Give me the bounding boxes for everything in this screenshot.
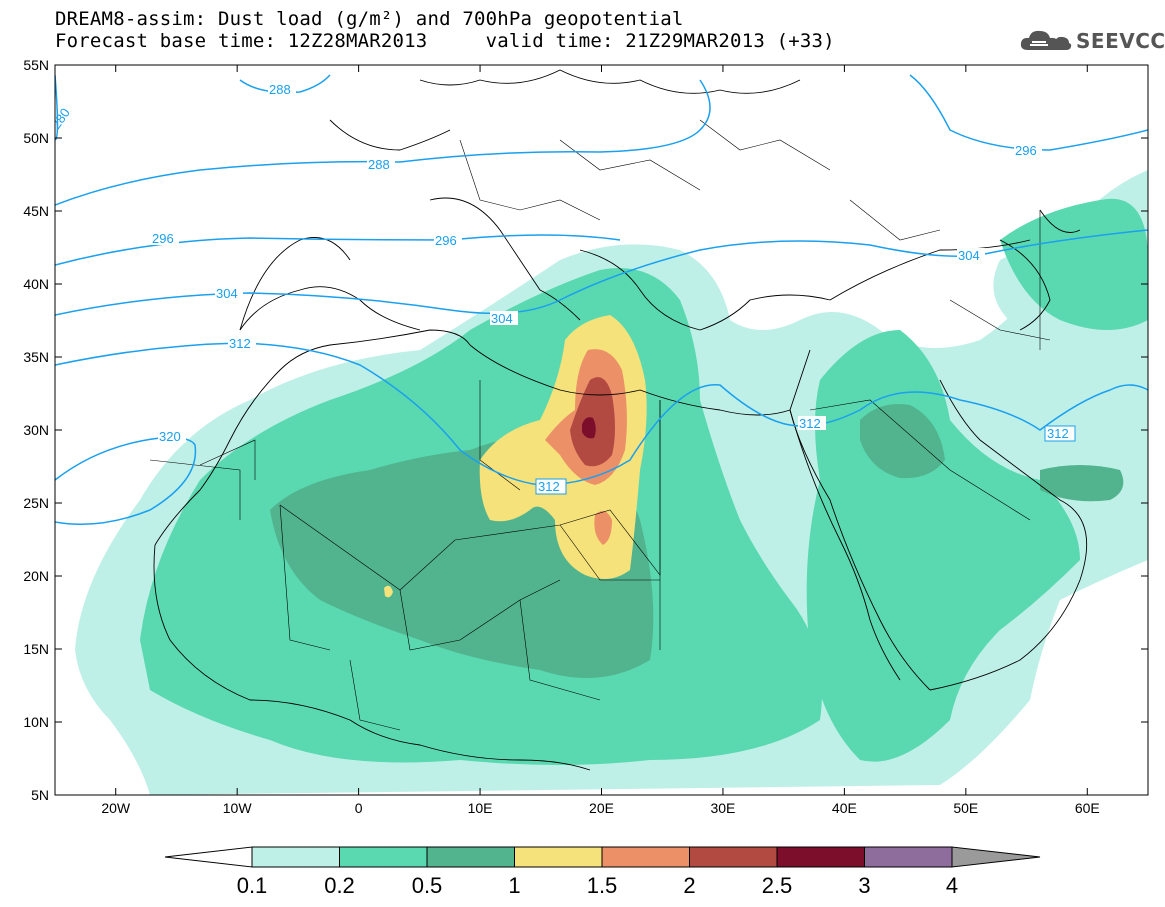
contour-label: 288 [269, 82, 291, 97]
lat-tick-label: 55N [23, 57, 49, 73]
cloud-icon [1020, 30, 1072, 50]
contour-320 [55, 436, 197, 526]
contour-label: 312 [538, 479, 560, 494]
country-borders [149, 119, 1051, 731]
contour-label: 312 [799, 416, 821, 431]
lon-tick-label: 20W [101, 800, 131, 816]
lat-tick-label: 45N [23, 203, 49, 219]
lat-tick-label: 35N [23, 349, 49, 365]
colorbar-segment [601, 846, 690, 868]
lat-tick-label: 40N [23, 276, 49, 292]
logo-text: SEEVCCC [1076, 29, 1165, 53]
contour-296-west [55, 234, 621, 266]
lon-tick-label: 10W [223, 800, 253, 816]
lat-tick-label: 25N [23, 495, 49, 511]
lat-tick-label: 20N [23, 568, 49, 584]
contour-labels: 288 288 280 296 296 296 304 304 304 312 … [55, 82, 1076, 495]
colorbar-label: 0.5 [412, 873, 443, 898]
contour-label: 296 [152, 231, 174, 246]
colorbar-label: 0.2 [324, 873, 355, 898]
lon-tick-label: 0 [355, 800, 363, 816]
colorbar-low-arrow [164, 846, 253, 868]
colorbar-segment [514, 846, 603, 868]
colorbar-segment [339, 846, 428, 868]
dust-shading-2-5 [582, 417, 596, 439]
lon-tick-label: 20E [589, 800, 614, 816]
colorbar-label: 2.5 [762, 873, 793, 898]
contour-label: 304 [958, 248, 980, 263]
lon-tick-label: 50E [953, 800, 978, 816]
lat-tick-label: 50N [23, 130, 49, 146]
colorbar-high-arrow [951, 846, 1041, 868]
chart-title: DREAM8-assim: Dust load (g/m²) and 700hP… [55, 8, 684, 30]
colorbar-segment [864, 846, 953, 868]
lon-tick-label: 40E [832, 800, 857, 816]
colorbar-label: 1.5 [587, 873, 618, 898]
colorbar: 0.1 0.2 0.5 1 1.5 2 2.5 3 4 [164, 846, 1041, 898]
contour-296-east [909, 74, 1148, 151]
chart-subtitle: Forecast base time: 12Z28MAR2013 valid t… [55, 30, 835, 52]
contour-312 [55, 342, 1148, 486]
colorbar-label: 1 [508, 873, 520, 898]
seevccc-logo: SEEVCCC [1018, 26, 1165, 56]
colorbar-segment [251, 846, 340, 868]
longitude-axis: 20W 10W 0 10E 20E 30E 40E 50E 60E [101, 65, 1100, 816]
contour-288 [55, 79, 711, 206]
colorbar-label: 2 [683, 873, 695, 898]
lon-tick-label: 60E [1075, 800, 1100, 816]
contour-label: 312 [1047, 426, 1069, 441]
colorbar-segment [776, 846, 865, 868]
contour-label: 312 [229, 336, 251, 351]
lat-tick-label: 5N [31, 787, 49, 803]
contour-280 [55, 74, 59, 141]
colorbar-label: 3 [858, 873, 870, 898]
contour-288-north [239, 74, 331, 94]
colorbar-label: 4 [946, 873, 958, 898]
contour-label: 304 [216, 286, 238, 301]
lat-tick-label: 15N [23, 641, 49, 657]
lat-tick-label: 30N [23, 422, 49, 438]
contour-label: 296 [1015, 143, 1037, 158]
contour-label: 296 [435, 233, 457, 248]
latitude-axis: 55N 50N 45N 40N 35N 30N 25N 20N 15N 10N 5N [23, 57, 1148, 803]
lon-tick-label: 10E [468, 800, 493, 816]
contour-label: 320 [159, 429, 181, 444]
lat-tick-label: 10N [23, 714, 49, 730]
colorbar-segment [689, 846, 778, 868]
contour-label: 304 [491, 311, 513, 326]
contour-label: 288 [368, 157, 390, 172]
colorbar-segment [426, 846, 515, 868]
colorbar-label: 0.1 [237, 873, 268, 898]
lon-tick-label: 30E [710, 800, 735, 816]
